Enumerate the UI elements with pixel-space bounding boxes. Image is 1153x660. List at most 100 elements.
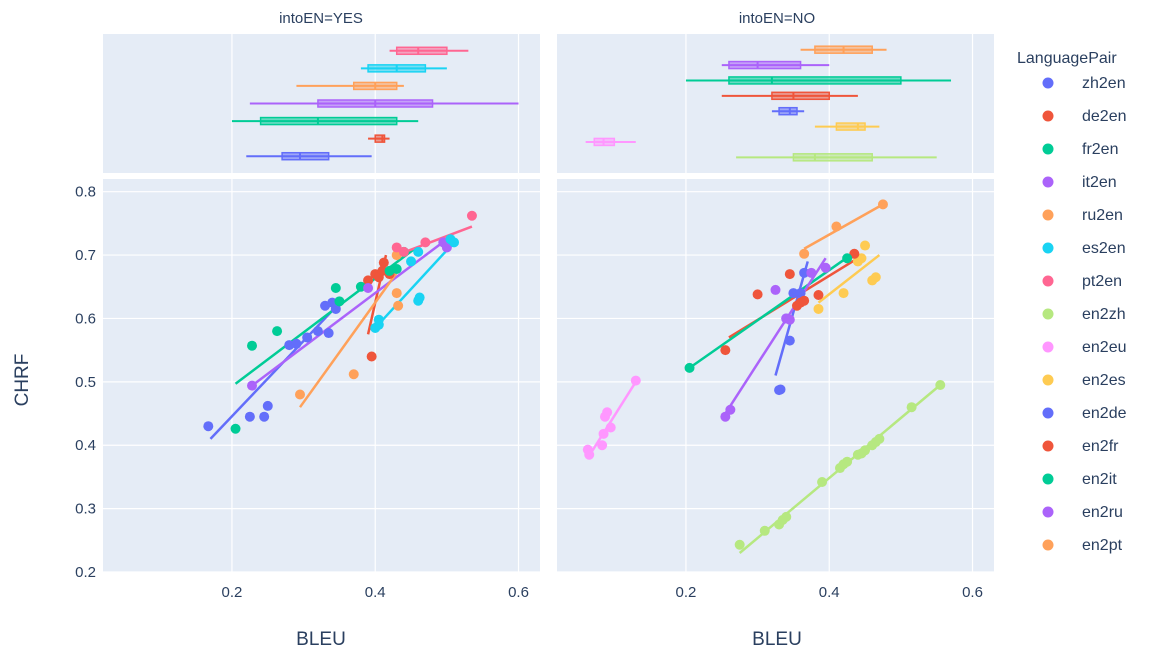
- marginal-box-en2es: [814, 122, 880, 131]
- legend-item-fr2en[interactable]: fr2en: [1042, 141, 1119, 158]
- point-en2pt: [877, 199, 888, 210]
- legend-label: en2it: [1082, 471, 1117, 488]
- x-tick-label: 0.6: [508, 584, 529, 601]
- point-it2en: [363, 283, 374, 294]
- point-fr2en: [330, 283, 341, 294]
- point-ru2en: [348, 369, 359, 380]
- legend-item-en2eu[interactable]: en2eu: [1042, 339, 1127, 356]
- legend: zh2en de2en fr2en it2en ru2en es2en pt2en en2zh…: [1042, 75, 1127, 554]
- trendline-ru2en: [298, 267, 402, 408]
- facet-title-yes: intoEN=YES: [279, 10, 363, 27]
- point-fr2en: [334, 296, 345, 307]
- legend-label: en2de: [1082, 405, 1127, 422]
- x-tick-label: 0.2: [222, 584, 243, 601]
- point-it2en: [441, 242, 452, 253]
- point-en2ru: [770, 284, 781, 295]
- point-en2eu: [598, 428, 609, 439]
- legend-marker: [1042, 209, 1054, 221]
- point-de2en: [378, 257, 389, 268]
- point-en2es: [870, 272, 881, 283]
- legend-label: it2en: [1082, 174, 1117, 191]
- marginal-box-pt2en: [389, 46, 469, 56]
- legend-label: en2zh: [1082, 306, 1126, 323]
- trendline-en2es: [817, 254, 881, 304]
- point-en2eu: [630, 375, 641, 386]
- point-en2fr: [813, 289, 824, 300]
- point-pt2en: [391, 242, 402, 253]
- marginal-box-es2en: [360, 64, 447, 73]
- point-en2eu: [597, 440, 608, 451]
- point-zh2en: [244, 411, 255, 422]
- point-en2es: [838, 288, 849, 299]
- legend-label: ru2en: [1082, 207, 1123, 224]
- y-axis-title: CHRF: [12, 354, 33, 407]
- point-en2fr: [752, 289, 763, 300]
- legend-item-ru2en[interactable]: ru2en: [1042, 207, 1123, 224]
- point-it2en: [247, 380, 258, 391]
- legend-marker: [1042, 374, 1054, 386]
- legend-marker: [1042, 440, 1054, 452]
- marginal-box-de2en: [368, 134, 390, 143]
- legend-marker: [1042, 110, 1054, 122]
- point-zh2en: [312, 326, 323, 337]
- point-en2de: [799, 267, 810, 278]
- legend-item-en2de[interactable]: en2de: [1042, 405, 1127, 422]
- legend-item-zh2en[interactable]: zh2en: [1042, 75, 1126, 92]
- legend-item-de2en[interactable]: de2en: [1042, 108, 1127, 125]
- point-en2zh: [734, 539, 745, 550]
- point-ru2en: [391, 288, 402, 299]
- point-zh2en: [259, 411, 270, 422]
- point-zh2en: [203, 421, 214, 432]
- legend-label: pt2en: [1082, 273, 1122, 290]
- legend-item-es2en[interactable]: es2en: [1042, 240, 1126, 257]
- legend-label: en2eu: [1082, 339, 1127, 356]
- point-pt2en: [466, 210, 477, 221]
- legend-marker: [1042, 77, 1054, 89]
- point-pt2en: [398, 246, 409, 257]
- point-en2zh: [906, 402, 917, 413]
- x-tick-label: 0.4: [365, 584, 386, 601]
- legend-item-en2zh[interactable]: en2zh: [1042, 306, 1126, 323]
- trendline-zh2en: [209, 298, 344, 440]
- y-tick-label: 0.6: [75, 310, 96, 327]
- point-fr2en: [230, 423, 241, 434]
- legend-label: en2ru: [1082, 504, 1123, 521]
- legend-item-en2pt[interactable]: en2pt: [1042, 537, 1123, 554]
- x-axis-title-left: BLEU: [296, 629, 346, 650]
- legend-marker: [1042, 341, 1054, 353]
- legend-label: fr2en: [1082, 141, 1118, 158]
- point-de2en: [366, 351, 377, 362]
- legend-label: es2en: [1082, 240, 1126, 257]
- y-tick-label: 0.3: [75, 501, 96, 518]
- legend-title: LanguagePair: [1017, 50, 1117, 67]
- point-en2ru: [720, 411, 731, 422]
- trendline-en2ru: [724, 257, 827, 415]
- x-axis-title-right: BLEU: [752, 629, 802, 650]
- y-tick-label: 0.8: [75, 184, 96, 201]
- point-pt2en: [420, 237, 431, 248]
- point-en2es: [856, 253, 867, 264]
- legend-item-en2ru[interactable]: en2ru: [1042, 504, 1123, 521]
- point-en2de: [775, 384, 786, 395]
- legend-item-en2es[interactable]: en2es: [1042, 372, 1126, 389]
- legend-marker: [1042, 242, 1054, 254]
- legend-item-en2fr[interactable]: en2fr: [1042, 438, 1120, 455]
- point-en2fr: [784, 269, 795, 280]
- legend-item-en2it[interactable]: en2it: [1042, 471, 1118, 488]
- point-en2zh: [860, 445, 871, 456]
- legend-marker: [1042, 473, 1054, 485]
- trendline-pt2en: [396, 225, 473, 257]
- point-es2en: [373, 314, 384, 325]
- marginal-box-en2eu: [585, 137, 636, 147]
- marginal-box-fr2en: [231, 116, 419, 126]
- legend-item-pt2en[interactable]: pt2en: [1042, 273, 1123, 290]
- point-en2zh: [759, 525, 770, 536]
- point-en2ru: [725, 404, 736, 415]
- legend-item-it2en[interactable]: it2en: [1042, 174, 1117, 191]
- point-en2es: [860, 240, 871, 251]
- point-en2zh: [817, 476, 828, 487]
- facet-title-no: intoEN=NO: [739, 10, 815, 27]
- point-en2de: [788, 288, 799, 299]
- point-ru2en: [295, 389, 306, 400]
- trendline-en2it: [688, 254, 852, 369]
